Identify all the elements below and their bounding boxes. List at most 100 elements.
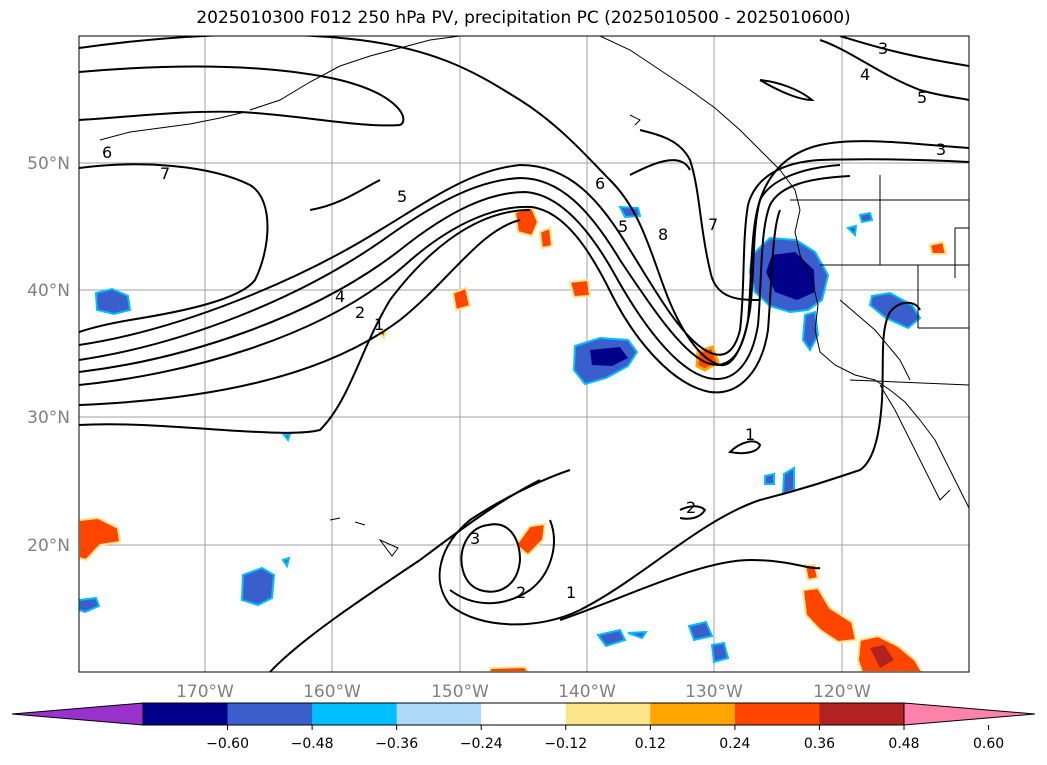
- lat-label: 20°N: [27, 536, 70, 556]
- colorbar-tick-label: 0.36: [804, 736, 835, 752]
- precip-patch: [590, 347, 628, 366]
- precip-patch: [868, 291, 922, 330]
- contour-label: 1: [566, 583, 576, 602]
- contour-label: 3: [878, 39, 888, 58]
- pv-contour: [309, 179, 381, 211]
- precip-patch: [627, 630, 648, 640]
- contour-label: 7: [160, 164, 170, 183]
- baja-california: [879, 384, 951, 501]
- precip-patch: [240, 566, 276, 607]
- colorbar-box: [312, 703, 398, 725]
- colorbar-frame: [142, 702, 905, 726]
- precip-patch: [764, 472, 775, 485]
- precip-patch: [489, 665, 530, 672]
- precip-patch: [451, 286, 472, 312]
- pv-contour: [759, 79, 815, 102]
- pv-contour: [79, 65, 405, 127]
- precip-patch: [282, 432, 292, 443]
- pv-contour: [449, 519, 555, 605]
- precip-patch: [710, 641, 730, 664]
- precip-patch: [79, 596, 101, 614]
- colorbar-ticks: −0.60 −0.48 −0.36 −0.24 −0.12 0.12 0.24 0.36 0.4…: [206, 725, 1004, 752]
- contour-label: 5: [917, 88, 927, 107]
- colorbar-extend-high: [904, 703, 1035, 725]
- lon-label: 120°W: [813, 682, 871, 702]
- contour-label: 8: [658, 225, 668, 244]
- lon-label: 130°W: [685, 682, 743, 702]
- colorbar-outline-right: [903, 702, 1036, 726]
- contour-label: 5: [618, 217, 628, 236]
- map-background: [79, 36, 969, 672]
- pv-contour: [819, 39, 969, 101]
- lon-label: 160°W: [303, 682, 361, 702]
- contour-label: 2: [355, 303, 365, 322]
- contour-label: 6: [102, 143, 112, 162]
- colorbar-tick-label: 0.24: [719, 736, 750, 752]
- pv-contour: [839, 36, 969, 67]
- colorbar-box: [819, 703, 905, 725]
- colorbar-tick-label: −0.60: [206, 736, 249, 752]
- contour-label: 1: [374, 315, 384, 334]
- precip-patch: [801, 310, 820, 352]
- island-outline: [629, 114, 641, 126]
- pv-contour: [79, 209, 531, 434]
- precip-patch: [79, 516, 122, 562]
- pv-contour: [727, 440, 762, 455]
- colorbar-tick-label: −0.24: [460, 736, 503, 752]
- pv-contour: [79, 36, 969, 367]
- contour-label: 2: [516, 583, 526, 602]
- pv-contour: [79, 158, 969, 356]
- pv-contour: [79, 219, 521, 406]
- contour-label: 2: [686, 498, 696, 517]
- precip-patch: [687, 620, 714, 642]
- precip-patch: [928, 240, 948, 255]
- precip-patch: [281, 556, 291, 569]
- contour-label: 5: [397, 187, 407, 206]
- pv-contour: [679, 505, 707, 520]
- pv-contour: [639, 129, 761, 301]
- coastlines: [99, 36, 969, 557]
- border-us-mexico: [849, 379, 969, 386]
- hawaiian-islands: [329, 517, 399, 557]
- contour-labels: 6 7 5 4 2 1 6 5 8 7 3 4 5 3 1 2 3 2 1: [102, 39, 946, 602]
- pv-contour: [79, 175, 851, 380]
- pv-contours: [79, 36, 969, 672]
- colorbar-outline-left: [11, 702, 144, 726]
- colorbar-box: [481, 703, 567, 725]
- colorbar-box: [734, 703, 820, 725]
- alaska-coast: [249, 36, 461, 111]
- colorbar-box: [650, 703, 736, 725]
- colorbar-box: [143, 703, 229, 725]
- contour-label: 1: [745, 425, 755, 444]
- colorbar: −0.60 −0.48 −0.36 −0.24 −0.12 0.12 0.24 0.36 0.4…: [11, 702, 1036, 752]
- precip-patch: [596, 628, 627, 648]
- precip-patch: [858, 211, 874, 224]
- contour-label: 7: [708, 215, 718, 234]
- colorbar-tick-label: 0.48: [888, 736, 919, 752]
- pv-contour: [269, 479, 541, 672]
- state-borders: [820, 175, 969, 329]
- precip-patch: [801, 586, 858, 644]
- california-nevada-border: [839, 299, 911, 381]
- colorbar-tick-label: −0.12: [544, 736, 587, 752]
- lat-label: 30°N: [27, 408, 70, 428]
- pv-contour: [460, 523, 522, 593]
- longitude-labels: 170°W 160°W 150°W 140°W 130°W 120°W: [176, 682, 871, 702]
- lon-label: 140°W: [558, 682, 616, 702]
- colorbar-tick-label: −0.36: [375, 736, 418, 752]
- pv-contour: [438, 301, 921, 626]
- pv-contour: [79, 205, 781, 394]
- pv-contour: [629, 159, 691, 176]
- contour-label: 3: [936, 140, 946, 159]
- colorbar-box: [396, 703, 482, 725]
- precip-patch: [766, 252, 815, 300]
- contour-label: 4: [335, 287, 345, 306]
- aleutian-islands: [99, 111, 246, 141]
- precip-shading: [79, 205, 948, 672]
- colorbar-boxes: [143, 703, 905, 725]
- precip-patch: [538, 226, 554, 250]
- precip-patch: [94, 287, 132, 316]
- lat-label: 50°N: [27, 154, 70, 174]
- precip-patch: [568, 278, 592, 299]
